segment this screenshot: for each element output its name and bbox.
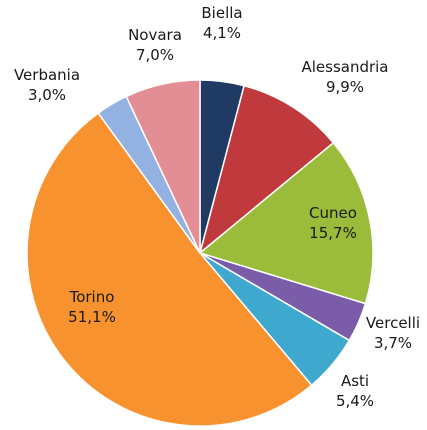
slice-value-label: 5,4% [336,392,374,410]
slice-value-label: 9,9% [326,78,364,96]
slice [125,79,201,254]
slice-label: Torino [69,288,115,306]
slice-value-label: 3,0% [28,86,66,104]
slice-value-label: 15,7% [309,224,357,242]
slice-label: Vercelli [366,314,420,332]
slice-label: Novara [128,26,182,44]
slice-label: Cuneo [309,204,357,222]
slice-value-label: 51,1% [68,308,116,326]
slice-label: Asti [341,372,369,390]
slice-label: Verbania [14,66,80,84]
slice-value-label: 4,1% [203,24,241,42]
slice [198,84,335,256]
slice [198,141,374,305]
slice-value-label: 3,7% [374,334,412,352]
slice [26,112,313,427]
slice-label: Biella [201,4,242,22]
slice-value-label: 7,0% [136,46,174,64]
slice-label: Alessandria [301,58,388,76]
